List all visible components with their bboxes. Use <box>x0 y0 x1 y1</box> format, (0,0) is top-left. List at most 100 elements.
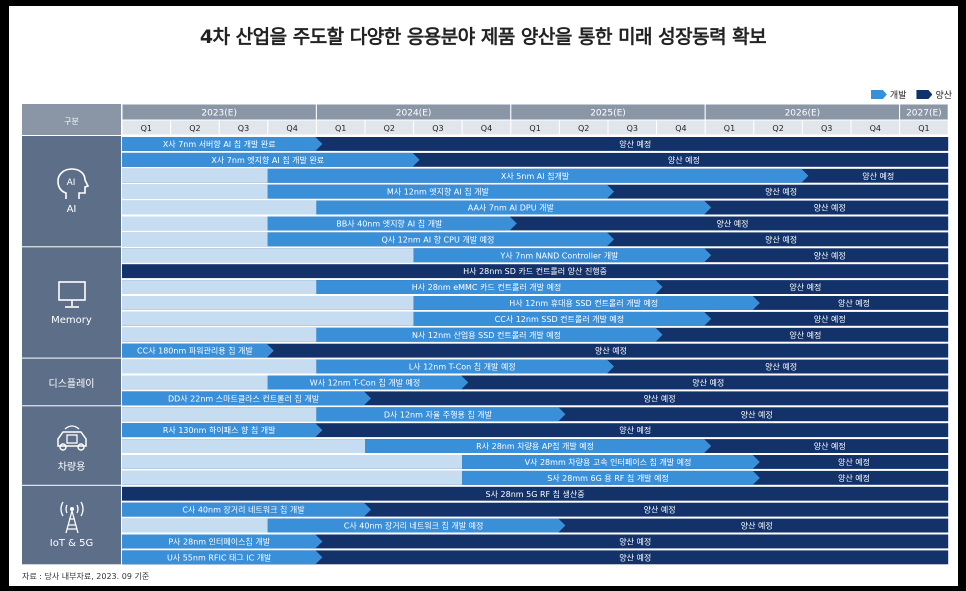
mass-production-label: 양산 예정 <box>838 298 870 308</box>
page-title: 4차 산업을 주도할 다양한 응용분야 제품 양산을 통한 미래 성장동력 확보 <box>199 26 767 48</box>
quarter-header-label: Q1 <box>529 124 540 133</box>
development-label: D사 12nm 자율 주행용 칩 개발 <box>384 409 493 419</box>
quarter-header-label: Q1 <box>724 124 735 133</box>
idle-bar <box>122 359 317 374</box>
category-label-iot: IoT & 5G <box>49 537 94 549</box>
antenna-icon <box>60 501 84 533</box>
year-header-label: 2026(E) <box>785 109 821 119</box>
legend-label-dev: 개발 <box>889 91 907 101</box>
mass-production-label: 양산 예정 <box>741 409 773 419</box>
development-bar <box>316 359 614 374</box>
development-label: X사 5nm AI 칩개발 <box>501 171 570 181</box>
quarter-header-label: Q1 <box>141 124 152 133</box>
development-bar <box>365 439 712 453</box>
development-label: C사 40nm 장거리 네트워크 칩 개발 <box>182 505 305 515</box>
development-label: V사 28mm 차량용 고속 인터페이스 칩 개발 예정 <box>525 457 692 467</box>
year-header-label: 2023(E) <box>201 109 237 119</box>
mass-production-label: 양산 예정 <box>838 457 870 467</box>
development-bar <box>316 327 663 342</box>
idle-bar <box>122 168 268 183</box>
development-bar <box>413 248 712 263</box>
source-note: 자료 : 당사 내부자료, 2023. 09 기준 <box>22 572 150 581</box>
development-bar <box>267 518 566 533</box>
legend-label-mass: 양산 <box>935 91 952 101</box>
quarter-header-label: Q2 <box>578 124 589 133</box>
mass-production-label: 양산 예정 <box>814 250 846 260</box>
year-header-label: 2025(E) <box>590 109 626 119</box>
idle-bar <box>122 232 268 247</box>
legend-swatch-dev <box>870 90 887 99</box>
development-bar <box>316 407 566 422</box>
development-bar <box>462 455 760 469</box>
quarter-header-label: Q4 <box>481 124 492 133</box>
mass-production-label: 양산 예정 <box>741 521 773 531</box>
development-label: DD사 22nm 스마트클라스 컨트롤러 칩 개발 <box>168 393 320 403</box>
development-bar <box>267 375 469 390</box>
idle-bar <box>122 375 268 390</box>
development-label: X사 7nm 서버향 AI 칩 개발 완료 <box>163 139 276 149</box>
mass-production-bar <box>122 137 949 151</box>
monitor-icon <box>58 281 86 308</box>
mass-production-label: 양산 예정 <box>692 378 724 388</box>
category-label-vehicle: 차량용 <box>57 462 86 474</box>
mass-production-label: 양산 예정 <box>619 552 651 562</box>
quarter-header-label: Q3 <box>432 124 443 133</box>
mass-production-bar <box>122 486 949 501</box>
mass-production-label: S사 28nm 5G RF 칩 생산중 <box>486 489 585 499</box>
svg-text:AI: AI <box>67 178 76 188</box>
mass-production-label: 양산 예정 <box>814 203 846 213</box>
idle-bar <box>122 470 463 485</box>
mass-production-label: 양산 예정 <box>668 155 700 165</box>
idle-bar <box>122 518 268 533</box>
idle-bar <box>122 184 268 199</box>
development-label: H사 12nm 휴대용 SSD 컨트롤러 개발 예정 <box>509 298 658 308</box>
mass-production-label: 양산 예정 <box>644 505 676 515</box>
development-label: Q사 12nm AI 향 CPU 개발 예정 <box>381 234 494 244</box>
idle-bar <box>122 280 317 294</box>
quarter-header-label: Q1 <box>335 124 346 133</box>
mass-production-label: 양산 예정 <box>838 473 870 483</box>
category-label-display: 디스플레이 <box>48 379 95 391</box>
mass-production-bar <box>122 264 949 279</box>
development-label: C사 40nm 장거리 네트워크 칩 개발 예정 <box>344 521 484 531</box>
development-bar <box>122 137 323 151</box>
legend-item-dev: 개발 <box>870 88 907 101</box>
idle-bar <box>122 216 268 231</box>
development-bar <box>413 311 712 326</box>
mass-production-label: 양산 예정 <box>644 393 676 403</box>
development-bar <box>267 232 614 247</box>
category-cell <box>22 358 121 406</box>
development-label: R사 28nm 차량용 AP칩 개발 예정 <box>476 441 594 451</box>
quarter-header-label: Q3 <box>627 124 638 133</box>
year-header-label: 2027(E) <box>906 109 942 119</box>
quarter-header-label: Q1 <box>918 124 929 133</box>
ai-head-icon: AI <box>57 167 90 199</box>
mass-production-label: 양산 예정 <box>765 187 797 197</box>
legend-item-mass: 양산 <box>916 88 952 101</box>
idle-bar <box>122 327 317 342</box>
development-label: M사 12nm 엣지향 AI 칩 개발 <box>387 187 490 197</box>
year-header-label: 2024(E) <box>396 109 432 119</box>
car-chip-icon <box>57 425 87 451</box>
category-label-memory: Memory <box>51 314 92 326</box>
idle-bar <box>122 439 365 453</box>
mass-production-bar <box>122 423 949 438</box>
quarter-header-label: Q4 <box>870 124 881 133</box>
development-bar <box>122 343 274 358</box>
mass-production-label: 양산 예정 <box>862 171 894 181</box>
mass-production-label: H사 28nm SD 카드 컨트롤러 양산 진행중 <box>463 266 607 276</box>
development-label: L사 12nm T-Con 칩 개발 예정 <box>409 362 516 372</box>
mass-production-label: 양산 예정 <box>595 346 627 356</box>
development-bar <box>316 200 712 215</box>
development-label: Y사 7nm NAND Controller 개발 <box>499 250 619 260</box>
development-bar <box>413 296 760 310</box>
development-label: R사 130nm 하이패스 향 칩 개발 <box>163 425 276 435</box>
development-bar <box>267 168 809 183</box>
header-category-label: 구분 <box>64 117 79 126</box>
development-bar <box>122 423 323 438</box>
development-label: U사 55nm RFIC 태그 IC 개발 <box>167 552 272 562</box>
development-label: CC사 180nm 파워관리용 칩 개발 <box>137 346 253 356</box>
development-bar <box>462 470 760 485</box>
mass-production-label: 양산 예정 <box>619 425 651 435</box>
